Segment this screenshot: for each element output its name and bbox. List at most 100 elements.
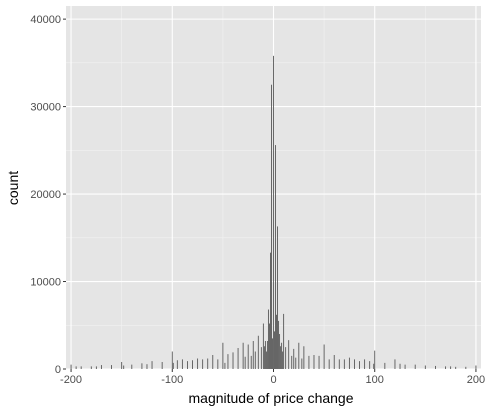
- histogram-bar: [301, 358, 303, 369]
- histogram-bar: [267, 309, 269, 369]
- histogram-bar: [252, 341, 254, 369]
- histogram-bar: [262, 323, 264, 369]
- histogram-bar: [338, 359, 340, 369]
- histogram-bar: [181, 359, 183, 369]
- histogram-bar: [212, 355, 214, 369]
- histogram-bar: [399, 363, 401, 369]
- histogram-bar: [323, 344, 325, 369]
- histogram-bar: [271, 84, 272, 369]
- histogram-bar: [343, 359, 345, 369]
- histogram-bar: [146, 364, 148, 369]
- histogram-bar: [369, 361, 371, 369]
- histogram-bar: [308, 355, 310, 369]
- histogram-bars: [70, 55, 477, 370]
- histogram-bar: [172, 362, 174, 369]
- histogram-bar: [111, 365, 112, 369]
- histogram-bar: [275, 145, 276, 369]
- y-axis-ticks: 0 10000 20000 30000 40000: [30, 14, 66, 376]
- histogram-bar: [465, 366, 467, 369]
- histogram-bar: [80, 366, 82, 369]
- histogram-bar: [283, 313, 285, 369]
- histogram-bar: [373, 363, 375, 369]
- histogram-bar: [197, 358, 199, 369]
- histogram-bar: [333, 355, 335, 369]
- histogram-bar: [75, 366, 77, 369]
- histogram-bar: [272, 338, 273, 369]
- y-tick-label: 20000: [30, 189, 61, 201]
- histogram-bar: [244, 356, 246, 369]
- histogram-bar: [269, 323, 270, 369]
- histogram-bar: [424, 365, 426, 369]
- histogram-bar: [295, 357, 297, 369]
- histogram-bar: [202, 359, 204, 369]
- histogram-bar: [273, 55, 274, 370]
- histogram-bar: [264, 341, 266, 369]
- histogram-bar: [100, 365, 102, 369]
- histogram-bar: [281, 342, 283, 369]
- histogram-bar: [151, 361, 153, 369]
- histogram-bar: [364, 359, 366, 369]
- histogram-bar: [285, 347, 287, 369]
- histogram-bar: [161, 362, 163, 369]
- histogram-bar: [475, 365, 477, 369]
- x-tick-label: -200: [60, 374, 82, 386]
- histogram-bar: [384, 362, 386, 369]
- histogram-bar: [277, 226, 278, 369]
- histogram-bar: [217, 359, 219, 369]
- histogram-bar: [280, 346, 282, 369]
- y-tick-label: 30000: [30, 102, 61, 114]
- x-tick-label: -100: [161, 374, 183, 386]
- histogram-bar: [374, 350, 376, 369]
- histogram-bar: [242, 342, 244, 369]
- histogram-bar: [227, 354, 229, 369]
- histogram-bar: [257, 335, 259, 369]
- histogram-bar: [288, 340, 290, 369]
- histogram-bar: [394, 359, 396, 369]
- histogram-bar: [318, 355, 320, 369]
- y-tick-label: 10000: [30, 277, 61, 289]
- histogram-bar: [303, 346, 305, 369]
- histogram-bar: [276, 314, 277, 369]
- histogram-bar: [254, 351, 256, 369]
- histogram-bar: [90, 366, 92, 369]
- histogram-bar: [70, 364, 72, 369]
- x-axis-ticks: -200 -100 0 100 200: [60, 369, 485, 386]
- histogram-bar: [123, 365, 125, 369]
- histogram-bar: [270, 252, 271, 369]
- histogram-bar: [404, 364, 406, 369]
- histogram-bar: [250, 355, 252, 369]
- histogram-bar: [445, 366, 447, 369]
- histogram-bar: [95, 366, 97, 369]
- histogram-bar: [450, 366, 452, 369]
- histogram-bar: [298, 342, 300, 369]
- y-tick-label: 40000: [30, 14, 61, 26]
- histogram-bar: [263, 346, 265, 369]
- x-tick-label: 100: [366, 374, 384, 386]
- histogram-bar: [293, 348, 295, 369]
- histogram-bar: [414, 364, 416, 369]
- histogram-bar: [266, 341, 268, 369]
- histogram-bar: [176, 360, 178, 369]
- histogram-bar: [232, 352, 234, 369]
- y-axis-title: count: [5, 171, 21, 205]
- histogram-bar: [260, 347, 262, 369]
- histogram-bar: [348, 357, 350, 369]
- x-tick-label: 200: [467, 374, 485, 386]
- histogram-bar: [237, 348, 239, 369]
- histogram-bar: [282, 351, 284, 369]
- histogram-bar: [187, 361, 188, 369]
- histogram-bar: [435, 365, 436, 369]
- histogram-bar: [279, 334, 281, 369]
- histogram-bar: [313, 355, 315, 369]
- histogram-bar: [278, 320, 280, 369]
- histogram-bar: [224, 362, 226, 369]
- histogram-bar: [222, 342, 224, 369]
- x-tick-label: 0: [270, 374, 276, 386]
- histogram-bar: [291, 355, 293, 369]
- histogram-bar: [141, 363, 143, 369]
- histogram-bar: [455, 366, 457, 369]
- histogram-bar: [192, 360, 193, 369]
- histogram-bar: [359, 361, 360, 369]
- histogram-bar: [274, 331, 275, 369]
